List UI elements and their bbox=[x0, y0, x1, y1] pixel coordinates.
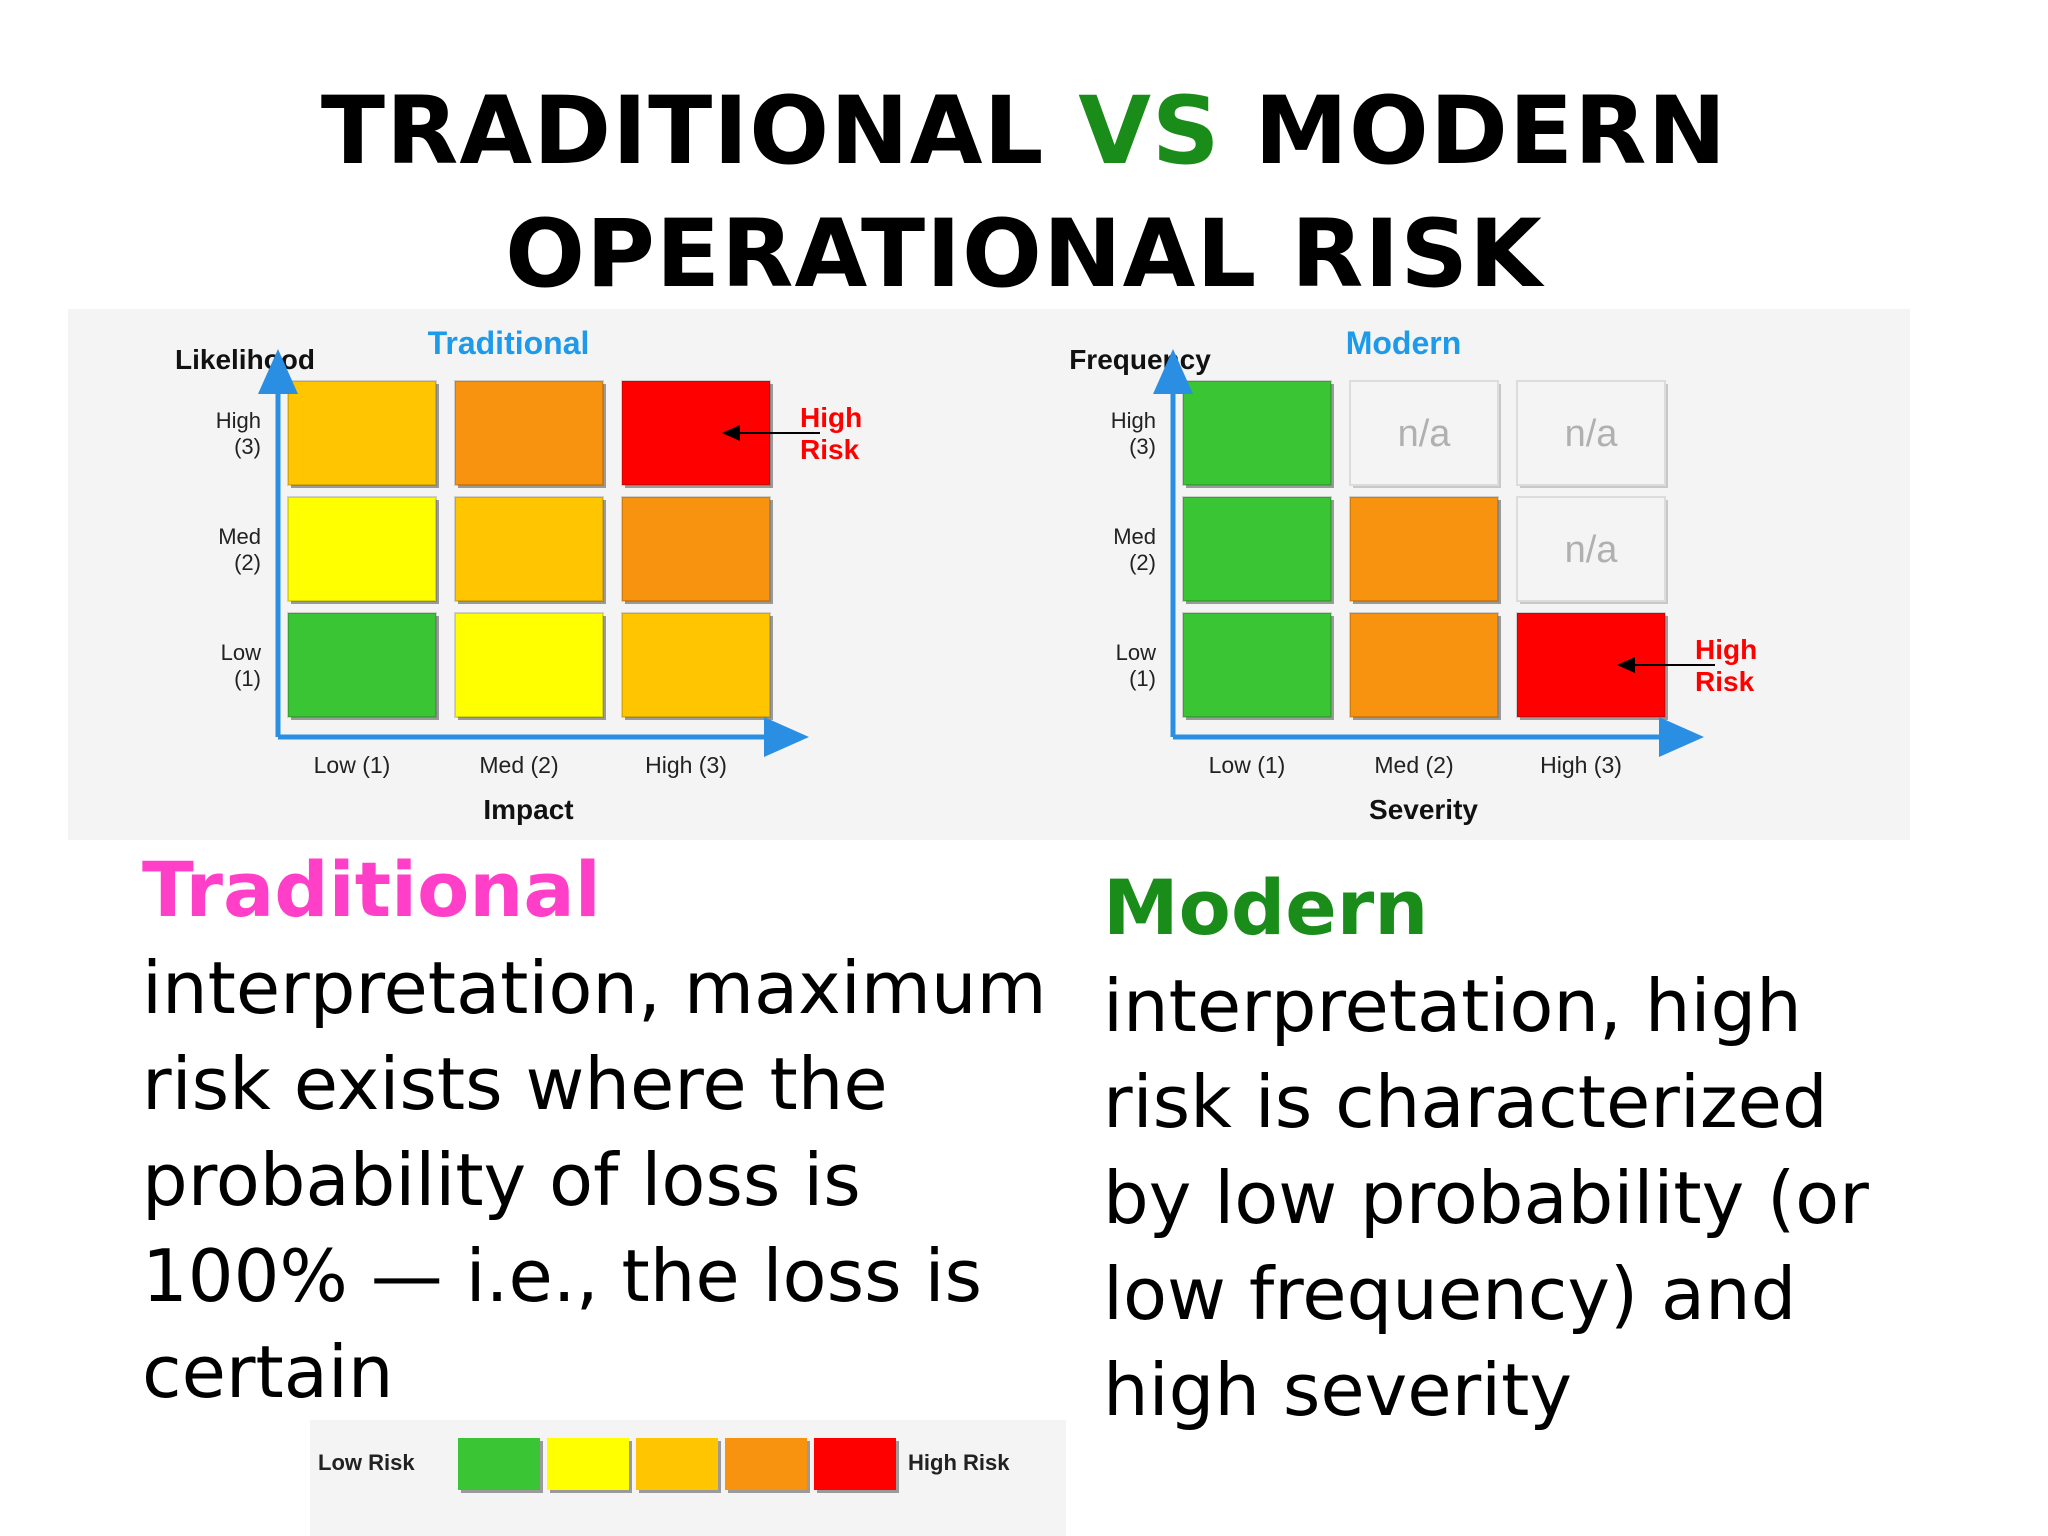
y-tick-label: (1) bbox=[234, 666, 261, 691]
y-tick-label: Med bbox=[218, 524, 261, 549]
x-axis-label: Impact bbox=[483, 794, 573, 825]
heat-cell bbox=[1182, 612, 1332, 718]
y-tick-label: (2) bbox=[1129, 550, 1156, 575]
y-tick-label: Low bbox=[221, 640, 261, 665]
heat-cell bbox=[454, 612, 604, 718]
y-tick-label: High bbox=[1111, 408, 1156, 433]
heat-cell bbox=[621, 496, 771, 602]
y-tick-label: High bbox=[216, 408, 261, 433]
traditional-line-3: probability of loss is bbox=[142, 1138, 861, 1222]
heat-cell bbox=[1182, 496, 1332, 602]
heat-cell bbox=[1349, 496, 1499, 602]
legend-swatch bbox=[725, 1438, 807, 1490]
x-tick-label: High (3) bbox=[1540, 752, 1622, 778]
matrix-0: TraditionalLikelihoodHigh(3)Med(2)Low(1)… bbox=[175, 325, 862, 825]
heat-cell bbox=[287, 496, 437, 602]
risk-legend-svg: Low Risk High Risk bbox=[318, 1438, 1010, 1493]
title-vs: VS bbox=[1078, 77, 1221, 186]
y-axis-label: Likelihood bbox=[175, 344, 315, 375]
traditional-line-5: certain bbox=[142, 1330, 394, 1414]
traditional-heading: Traditional bbox=[142, 845, 601, 934]
traditional-line-2: risk exists where the bbox=[142, 1042, 888, 1126]
traditional-line-4: 100% — i.e., the loss is bbox=[142, 1234, 982, 1318]
heat-cell bbox=[1516, 380, 1666, 486]
heat-cell bbox=[1516, 496, 1666, 602]
annotation-label: Risk bbox=[800, 434, 860, 465]
heat-cell bbox=[1182, 380, 1332, 486]
modern-line-3: by low probability (or bbox=[1103, 1156, 1869, 1240]
legend-swatch bbox=[547, 1438, 629, 1490]
page-title-line-2: OPERATIONAL RISK bbox=[505, 200, 1543, 309]
annotation-label: High bbox=[1695, 634, 1757, 665]
y-axis-label: Frequency bbox=[1069, 344, 1211, 375]
legend-swatch bbox=[458, 1438, 540, 1490]
modern-line-1: interpretation, high bbox=[1103, 964, 1802, 1048]
y-tick-label: (1) bbox=[1129, 666, 1156, 691]
title-traditional: TRADITIONAL bbox=[320, 77, 1045, 186]
traditional-line-1: interpretation, maximum bbox=[142, 946, 1047, 1030]
modern-line-4: low frequency) and bbox=[1103, 1252, 1797, 1336]
legend-swatch bbox=[636, 1438, 718, 1490]
cell-label: n/a bbox=[1398, 413, 1452, 455]
legend-low-label: Low Risk bbox=[318, 1450, 415, 1475]
risk-legend: Low Risk High Risk bbox=[310, 1420, 1066, 1536]
x-tick-label: Low (1) bbox=[1209, 752, 1286, 778]
title-modern: MODERN bbox=[1254, 77, 1728, 186]
x-tick-label: High (3) bbox=[645, 752, 727, 778]
x-tick-label: Med (2) bbox=[1374, 752, 1453, 778]
heat-cell bbox=[287, 612, 437, 718]
legend-high-label: High Risk bbox=[908, 1450, 1010, 1475]
annotation-label: High bbox=[800, 402, 862, 433]
risk-matrices-svg: TraditionalLikelihoodHigh(3)Med(2)Low(1)… bbox=[175, 325, 1757, 825]
risk-matrix-figure: Traditional Likelihood High (3) Med (2) Low (1)… bbox=[68, 309, 1910, 840]
traditional-text-block: Traditional interpretation, maximum risk… bbox=[142, 840, 1082, 1420]
cell-label: n/a bbox=[1565, 529, 1619, 571]
annotation-label: Risk bbox=[1695, 666, 1755, 697]
heat-cell bbox=[621, 612, 771, 718]
heat-cell bbox=[454, 380, 604, 486]
modern-text-block: Modern interpretation, high risk is char… bbox=[1103, 858, 2003, 1438]
modern-line-5: high severity bbox=[1103, 1348, 1573, 1432]
x-axis-label: Severity bbox=[1369, 794, 1478, 825]
heat-cell bbox=[287, 380, 437, 486]
heat-cell bbox=[1349, 612, 1499, 718]
y-tick-label: (3) bbox=[1129, 434, 1156, 459]
page-title-line-1: TRADITIONAL VS MODERN bbox=[0, 72, 2048, 192]
modern-heading: Modern bbox=[1103, 863, 1429, 952]
y-tick-label: Med bbox=[1113, 524, 1156, 549]
x-tick-label: Low (1) bbox=[314, 752, 391, 778]
cell-label: n/a bbox=[1565, 413, 1619, 455]
y-tick-label: Low bbox=[1116, 640, 1156, 665]
y-tick-label: (2) bbox=[234, 550, 261, 575]
heat-cell bbox=[454, 496, 604, 602]
y-tick-label: (3) bbox=[234, 434, 261, 459]
modern-line-2: risk is characterized bbox=[1103, 1060, 1828, 1144]
x-tick-label: Med (2) bbox=[479, 752, 558, 778]
heat-cell bbox=[1349, 380, 1499, 486]
chart-title: Traditional bbox=[428, 325, 590, 361]
legend-swatch bbox=[814, 1438, 896, 1490]
chart-title: Modern bbox=[1346, 325, 1462, 361]
